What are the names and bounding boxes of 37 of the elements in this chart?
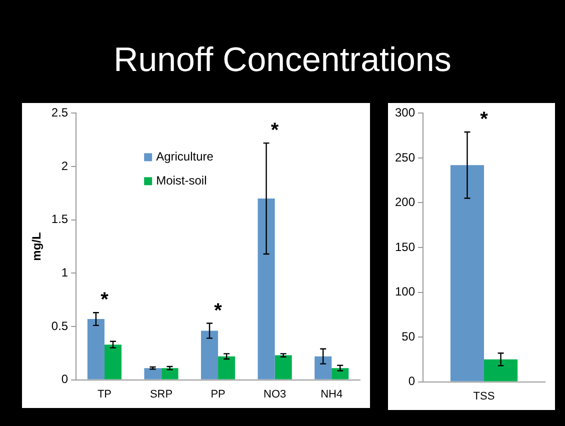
legend-label: Agriculture	[156, 150, 214, 164]
legend-label: Moist-soil	[156, 174, 207, 188]
x-tick-label: TSS	[473, 390, 495, 402]
x-tick-label: NH4	[320, 388, 343, 400]
y-tick-label: 0.5	[51, 318, 68, 333]
bar	[144, 368, 162, 380]
y-tick-label: 0	[408, 374, 416, 388]
y-tick-label: 250	[394, 150, 416, 164]
bar	[274, 355, 292, 380]
x-tick-label: TP	[97, 388, 112, 400]
bar	[314, 356, 332, 380]
y-tick-label: 300	[394, 106, 416, 120]
bar	[218, 356, 236, 380]
y-axis-title: mg/L	[30, 232, 44, 261]
bar	[161, 368, 178, 380]
bar	[332, 368, 349, 380]
y-tick-label: 150	[394, 240, 416, 254]
y-tick-label: 1.5	[51, 212, 68, 226]
bar	[258, 198, 275, 380]
y-tick-label: 200	[394, 195, 416, 210]
y-tick-label: 2.5	[51, 106, 68, 120]
chart-title: Runoff Concentrations	[112, 40, 452, 81]
y-tick-label: 2	[61, 158, 68, 173]
x-tick-label: NO3	[264, 388, 286, 400]
bar	[104, 344, 122, 380]
annotation: *	[100, 289, 109, 312]
y-tick-label: 0	[61, 372, 68, 386]
x-tick-label: SRP	[150, 388, 173, 400]
bar	[201, 330, 218, 380]
y-tick-label: 1	[61, 265, 68, 280]
y-tick-label: 50	[402, 329, 416, 344]
bar	[87, 319, 104, 380]
y-tick-label: 100	[394, 284, 416, 299]
annotation: *	[480, 108, 488, 131]
annotation: *	[214, 300, 222, 322]
x-tick-label: PP	[210, 388, 226, 400]
annotation: *	[270, 120, 279, 142]
